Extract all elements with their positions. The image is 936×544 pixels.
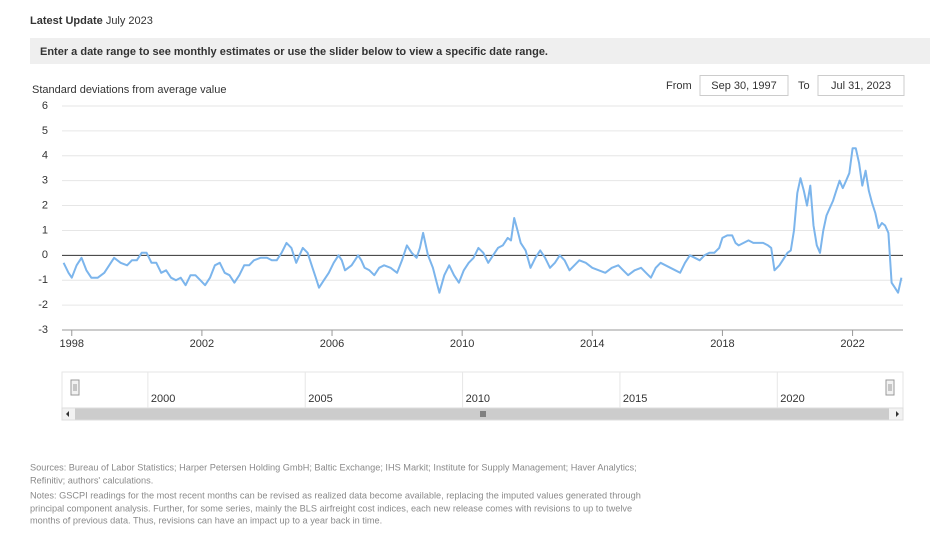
x-tick-label: 2022	[840, 338, 864, 350]
from-input[interactable]	[699, 75, 789, 96]
navigator[interactable]	[61, 371, 904, 409]
footer-line: Sources: Bureau of Labor Statistics; Har…	[30, 462, 637, 472]
from-label: From	[666, 80, 692, 92]
navigator-tick-label: 2005	[308, 393, 332, 405]
to-value[interactable]: Jul 31, 2023	[831, 80, 891, 92]
plot: -3 -2 -1 0 1 2 3 4 5 6 1998 2002 2006 2010 2014 2018 202…	[38, 100, 903, 350]
x-tick-label: 2018	[710, 338, 734, 350]
banner	[30, 38, 930, 64]
y-tick-label: 1	[42, 224, 48, 236]
y-axis-label: Standard deviations from average value	[32, 84, 226, 96]
x-tick-label: 2002	[190, 338, 214, 350]
navigator-handle-left[interactable]	[70, 379, 80, 396]
footer-line: Refinitiv; authors' calculations.	[30, 475, 153, 485]
navigator-handle-right[interactable]	[885, 379, 895, 396]
navigator-tick-label: 2015	[623, 393, 647, 405]
y-tick-label: 3	[42, 175, 48, 187]
x-tick-label: 1998	[60, 338, 84, 350]
scrollbar-thumb[interactable]	[75, 408, 889, 420]
navigator-tick-label: 2010	[466, 393, 490, 405]
from-value[interactable]: Sep 30, 1997	[711, 80, 776, 92]
data-line	[62, 147, 903, 294]
update-label: Latest Update July 2023	[30, 15, 153, 27]
footer: Sources: Bureau of Labor Statistics; Har…	[30, 462, 641, 525]
scroll-right[interactable]	[896, 411, 899, 417]
to-label: To	[798, 80, 810, 92]
x-tick-label: 2006	[320, 338, 344, 350]
y-tick-label: 0	[42, 249, 48, 261]
y-tick-label: 5	[42, 125, 48, 137]
to-input[interactable]	[817, 75, 905, 96]
footer-line: Notes: GSCPI readings for the most recen…	[30, 490, 641, 500]
footer-line: principal component analysis. Further, f…	[30, 503, 632, 513]
scroll-left[interactable]	[66, 411, 69, 417]
navigator-tick-label: 2000	[151, 393, 175, 405]
x-tick-label: 2014	[580, 338, 604, 350]
navigator-tick-label: 2020	[780, 393, 804, 405]
scrollbar-grip	[480, 411, 486, 417]
update-value: July 2023	[106, 15, 153, 27]
y-tick-label: -3	[38, 324, 48, 336]
y-tick-label: -1	[38, 274, 48, 286]
banner-text: Enter a date range to see monthly estima…	[40, 46, 548, 58]
y-tick-label: 4	[42, 150, 48, 162]
update-label: Latest Update	[30, 15, 103, 27]
x-tick-label: 2010	[450, 338, 474, 350]
y-tick-label: -2	[38, 299, 48, 311]
y-tick-label: 6	[42, 100, 48, 112]
footer-line: months of previous data. Thus, revisions…	[30, 515, 382, 525]
y-tick-label: 2	[42, 199, 48, 211]
